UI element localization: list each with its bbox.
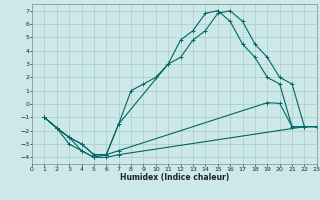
X-axis label: Humidex (Indice chaleur): Humidex (Indice chaleur) [120, 173, 229, 182]
